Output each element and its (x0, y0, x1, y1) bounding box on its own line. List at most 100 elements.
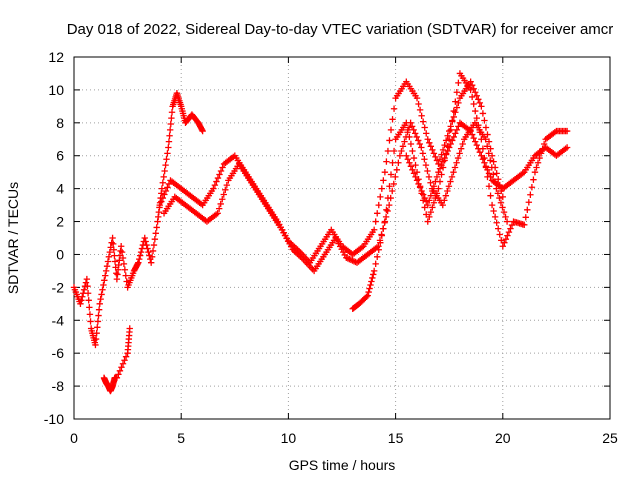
data-point (143, 241, 150, 249)
data-point (378, 232, 386, 239)
data-point (408, 123, 416, 130)
data-point (467, 78, 474, 85)
data-point (119, 360, 127, 367)
data-point (410, 126, 417, 134)
data-point (137, 248, 145, 256)
data-point (487, 145, 494, 152)
data-point (452, 98, 459, 105)
data-point (496, 231, 503, 238)
data-point (117, 243, 125, 250)
data-point (403, 152, 410, 159)
data-point (120, 260, 128, 268)
data-point (106, 248, 114, 256)
data-point (521, 221, 528, 229)
data-point (378, 185, 386, 192)
data-point (430, 199, 438, 206)
data-point (416, 106, 424, 114)
data-point (145, 248, 152, 256)
data-point (478, 152, 485, 159)
data-point (164, 150, 171, 157)
data-point (365, 288, 372, 296)
data-point (432, 153, 439, 161)
data-point (101, 277, 108, 284)
data-point (485, 170, 493, 177)
data-series (160, 119, 511, 275)
data-point (152, 230, 159, 237)
data-point (444, 132, 451, 139)
data-point (136, 255, 143, 263)
data-point (217, 167, 225, 175)
data-point (415, 137, 422, 144)
data-point (392, 173, 399, 181)
data-point (493, 219, 500, 226)
data-point (389, 116, 396, 123)
data-point (450, 113, 457, 121)
data-point (473, 141, 480, 149)
data-point (386, 137, 393, 144)
data-point (111, 258, 119, 265)
data-point (488, 164, 495, 171)
data-points (70, 70, 571, 395)
data-point (216, 171, 223, 178)
data-point (536, 154, 543, 162)
data-point (404, 156, 412, 163)
data-point (449, 117, 456, 124)
data-point (412, 130, 419, 137)
data-point (92, 341, 99, 349)
data-point (159, 194, 167, 202)
data-point (435, 185, 442, 192)
data-point (165, 144, 172, 151)
data-point (375, 246, 382, 253)
data-point (368, 278, 375, 285)
data-point (413, 168, 421, 176)
data-point (493, 170, 500, 177)
data-point (102, 267, 110, 275)
data-point (500, 208, 508, 216)
data-point (449, 137, 456, 144)
data-point (446, 144, 453, 151)
data-point (122, 353, 130, 360)
data-point (424, 218, 431, 225)
data-point (415, 100, 422, 108)
data-point (214, 210, 221, 217)
data-point (435, 168, 442, 176)
data-point (215, 205, 223, 212)
data-point (223, 181, 231, 189)
data-point (488, 152, 496, 159)
data-point (393, 166, 401, 174)
data-point (165, 138, 173, 145)
data-point (413, 177, 421, 184)
data-point (528, 184, 536, 191)
data-point (442, 137, 450, 144)
data-point (100, 281, 107, 289)
data-point (478, 136, 485, 143)
data-point (448, 173, 456, 181)
data-point (141, 234, 148, 242)
y-tick-label: 8 (56, 115, 64, 131)
data-point (450, 133, 457, 141)
data-point (501, 239, 508, 246)
data-point (413, 94, 421, 102)
data-point (161, 191, 168, 198)
data-point (103, 263, 111, 270)
data-point (485, 138, 493, 145)
x-tick-label: 5 (177, 430, 185, 446)
data-point (84, 282, 91, 290)
data-point (390, 147, 398, 155)
data-point (421, 194, 428, 202)
data-point (163, 156, 170, 163)
data-point (93, 330, 100, 337)
data-point (470, 134, 477, 142)
data-point (372, 260, 379, 268)
data-point (104, 258, 112, 265)
data-point (433, 190, 441, 197)
data-point (422, 161, 430, 169)
data-point (487, 192, 494, 199)
data-point (499, 193, 506, 201)
data-point (453, 104, 461, 111)
data-point (150, 241, 158, 249)
data-point (495, 176, 502, 183)
data-point (426, 213, 433, 221)
y-axis-label: SDTVAR / TECUs (5, 182, 21, 294)
